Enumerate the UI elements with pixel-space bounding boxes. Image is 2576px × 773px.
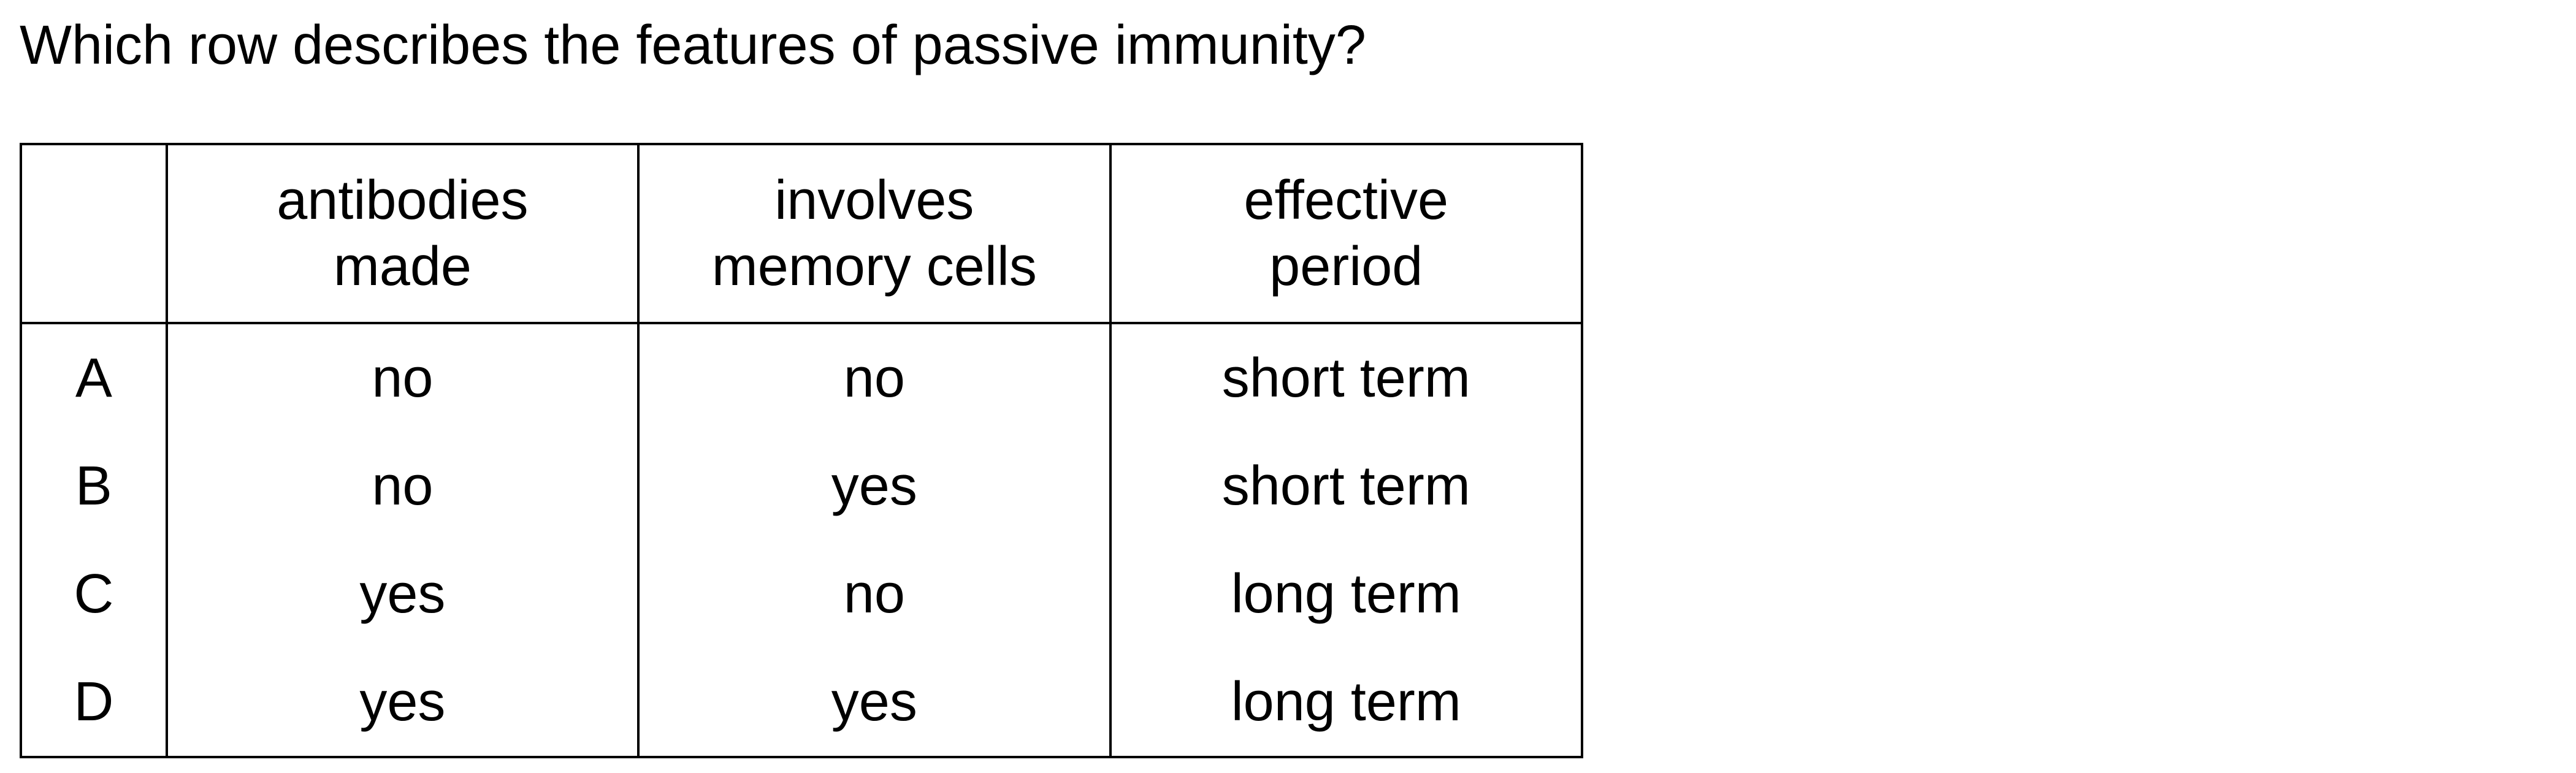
antibodies-made-cell: yes — [165, 648, 640, 758]
effective-period-cell: short term — [1109, 432, 1584, 540]
option-row-c: C yes no long term — [20, 540, 1584, 648]
effective-period-cell: long term — [1109, 648, 1584, 758]
antibodies-made-cell: yes — [165, 540, 640, 648]
antibodies-made-cell: no — [165, 322, 640, 432]
option-letter: B — [20, 432, 168, 540]
effective-period-cell: long term — [1109, 540, 1584, 648]
memory-cells-cell: no — [637, 322, 1112, 432]
header-effective-period: effective period — [1109, 143, 1584, 324]
option-letter: C — [20, 540, 168, 648]
option-row-d: D yes yes long term — [20, 648, 1584, 758]
option-letter: D — [20, 648, 168, 758]
antibodies-made-cell: no — [165, 432, 640, 540]
header-cell-blank — [20, 143, 168, 324]
question-text: Which row describes the features of pass… — [20, 15, 1366, 76]
memory-cells-cell: no — [637, 540, 1112, 648]
header-antibodies-made: antibodies made — [165, 143, 640, 324]
memory-cells-cell: yes — [637, 432, 1112, 540]
memory-cells-cell: yes — [637, 648, 1112, 758]
effective-period-cell: short term — [1109, 322, 1584, 432]
option-row-a: A no no short term — [20, 322, 1584, 432]
header-involves-memory-cells: involves memory cells — [637, 143, 1112, 324]
option-row-b: B no yes short term — [20, 432, 1584, 540]
option-letter: A — [20, 322, 168, 432]
table-header-row: antibodies made involves memory cells ef… — [20, 143, 1584, 324]
answer-options-table: antibodies made involves memory cells ef… — [20, 143, 1584, 758]
